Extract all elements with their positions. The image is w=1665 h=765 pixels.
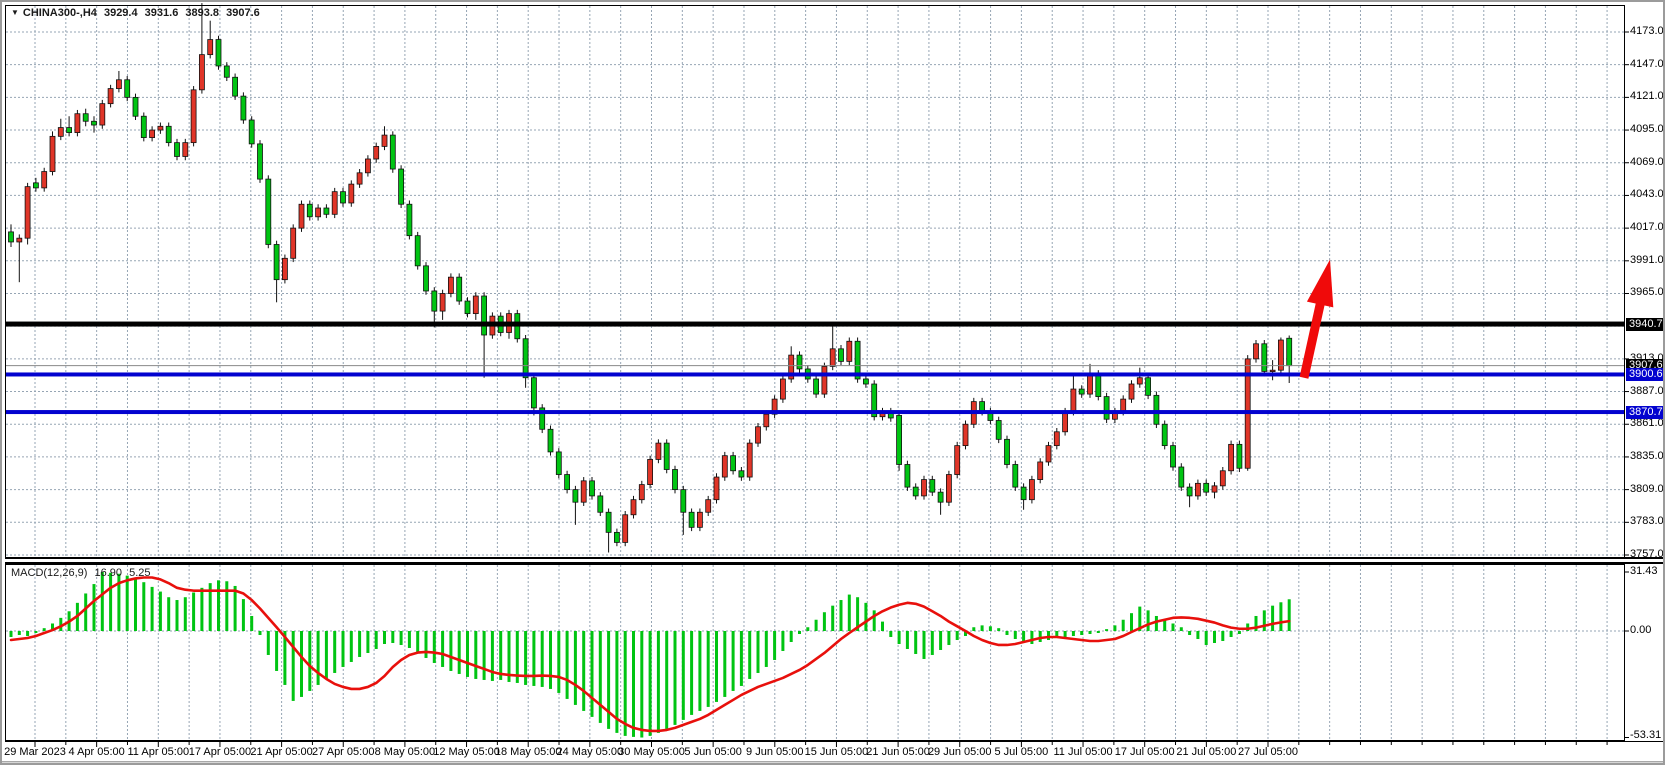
horizontal-level-line[interactable] — [6, 372, 1624, 377]
time-axis-label: 4 Apr 05:00 — [68, 746, 125, 758]
macd-axis-zero-label: 0.00 — [1630, 624, 1652, 636]
price-axis-label: 4017.0 — [1630, 221, 1664, 234]
price-axis-label: 3861.0 — [1630, 417, 1664, 430]
window-bottom-edge — [2, 761, 1663, 763]
price-axis-label: 3965.0 — [1630, 286, 1664, 299]
time-axis-label: 9 Jun 05:00 — [746, 746, 804, 758]
macd-axis-max-label: 31.43 — [1630, 565, 1658, 577]
time-axis-label: 30 May 05:00 — [618, 746, 685, 758]
time-axis-label: 21 Apr 05:00 — [250, 746, 313, 758]
time-axis-label: 17 Jul 05:00 — [1114, 746, 1175, 758]
time-axis-label: 17 Apr 05:00 — [188, 746, 252, 758]
time-axis-label: 21 Jun 05:00 — [866, 746, 930, 758]
time-axis-label: 5 Jul 05:00 — [994, 746, 1049, 758]
time-axis-label: 24 May 05:00 — [556, 746, 624, 758]
axis-ticks — [34, 31, 1629, 747]
panel-divider[interactable] — [5, 557, 1663, 564]
price-axis-label: 3991.0 — [1630, 253, 1664, 266]
price-axis-label: 4069.0 — [1630, 155, 1664, 168]
price-axis-label: 3887.0 — [1630, 384, 1664, 397]
ohlc-low: 3893.8 — [185, 7, 220, 19]
time-axis-label: 29 Jun 05:00 — [927, 746, 992, 758]
price-axis-label: 4173.0 — [1630, 25, 1664, 37]
time-axis-label: 8 May 05:00 — [374, 746, 436, 758]
time-axis-label: 27 Apr 05:00 — [312, 746, 375, 758]
level-price-tag: 3940.7 — [1626, 317, 1663, 331]
candlesticks — [8, 3, 1293, 553]
macd-name: MACD(12,26,9) — [11, 567, 88, 579]
macd-signal-value: 5.25 — [129, 567, 151, 579]
time-axis-label: 11 Apr 05:00 — [127, 746, 190, 758]
time-axis-label: 11 Jul 05:00 — [1053, 746, 1113, 758]
chart-title: ▼ CHINA300-,H4 3929.4 3931.6 3893.8 3907.… — [11, 7, 264, 19]
price-axis-label: 4147.0 — [1630, 57, 1664, 70]
gridlines — [6, 6, 1624, 740]
time-axis-label: 12 May 05:00 — [433, 746, 500, 758]
trend-arrow[interactable] — [1299, 259, 1334, 379]
level-price-tag: 3900.6 — [1626, 367, 1663, 381]
price-axis-label: 3835.0 — [1630, 449, 1664, 462]
macd-histogram — [9, 572, 1291, 738]
time-axis-label: 27 Jul 05:00 — [1238, 746, 1298, 758]
time-axis-label: 29 Mar 2023 — [4, 746, 66, 758]
chevron-down-icon[interactable]: ▼ — [11, 8, 19, 17]
price-axis-label: 4043.0 — [1630, 188, 1664, 201]
time-axis-label: 18 May 05:00 — [494, 746, 562, 758]
horizontal-level-line[interactable] — [6, 321, 1624, 327]
symbol-period-label: CHINA300-,H4 — [22, 7, 97, 19]
macd-indicator-label: MACD(12,26,9) 16.90 5.25 — [11, 567, 155, 579]
ohlc-close: 3907.6 — [226, 7, 260, 19]
ohlc-open: 3929.4 — [103, 7, 138, 19]
price-axis-label: 4095.0 — [1630, 123, 1664, 136]
time-axis-label: 15 Jun 05:00 — [804, 746, 869, 758]
ohlc-high: 3931.6 — [144, 7, 179, 19]
time-axis-label: 5 Jun 05:00 — [684, 746, 742, 758]
macd-value: 16.90 — [94, 567, 123, 579]
price-axis-label: 4121.0 — [1630, 90, 1664, 103]
time-axis-label: 21 Jul 05:00 — [1176, 746, 1237, 758]
level-price-tag: 3870.7 — [1626, 405, 1663, 419]
macd-axis-min-label: -53.31 — [1630, 729, 1662, 741]
price-axis-label: 3783.0 — [1630, 515, 1664, 528]
price-axis-label: 3809.0 — [1630, 482, 1664, 495]
horizontal-level-line[interactable] — [6, 410, 1624, 415]
price-axis-label: 3757.0 — [1630, 547, 1664, 560]
macd-signal-line — [9, 576, 1291, 733]
